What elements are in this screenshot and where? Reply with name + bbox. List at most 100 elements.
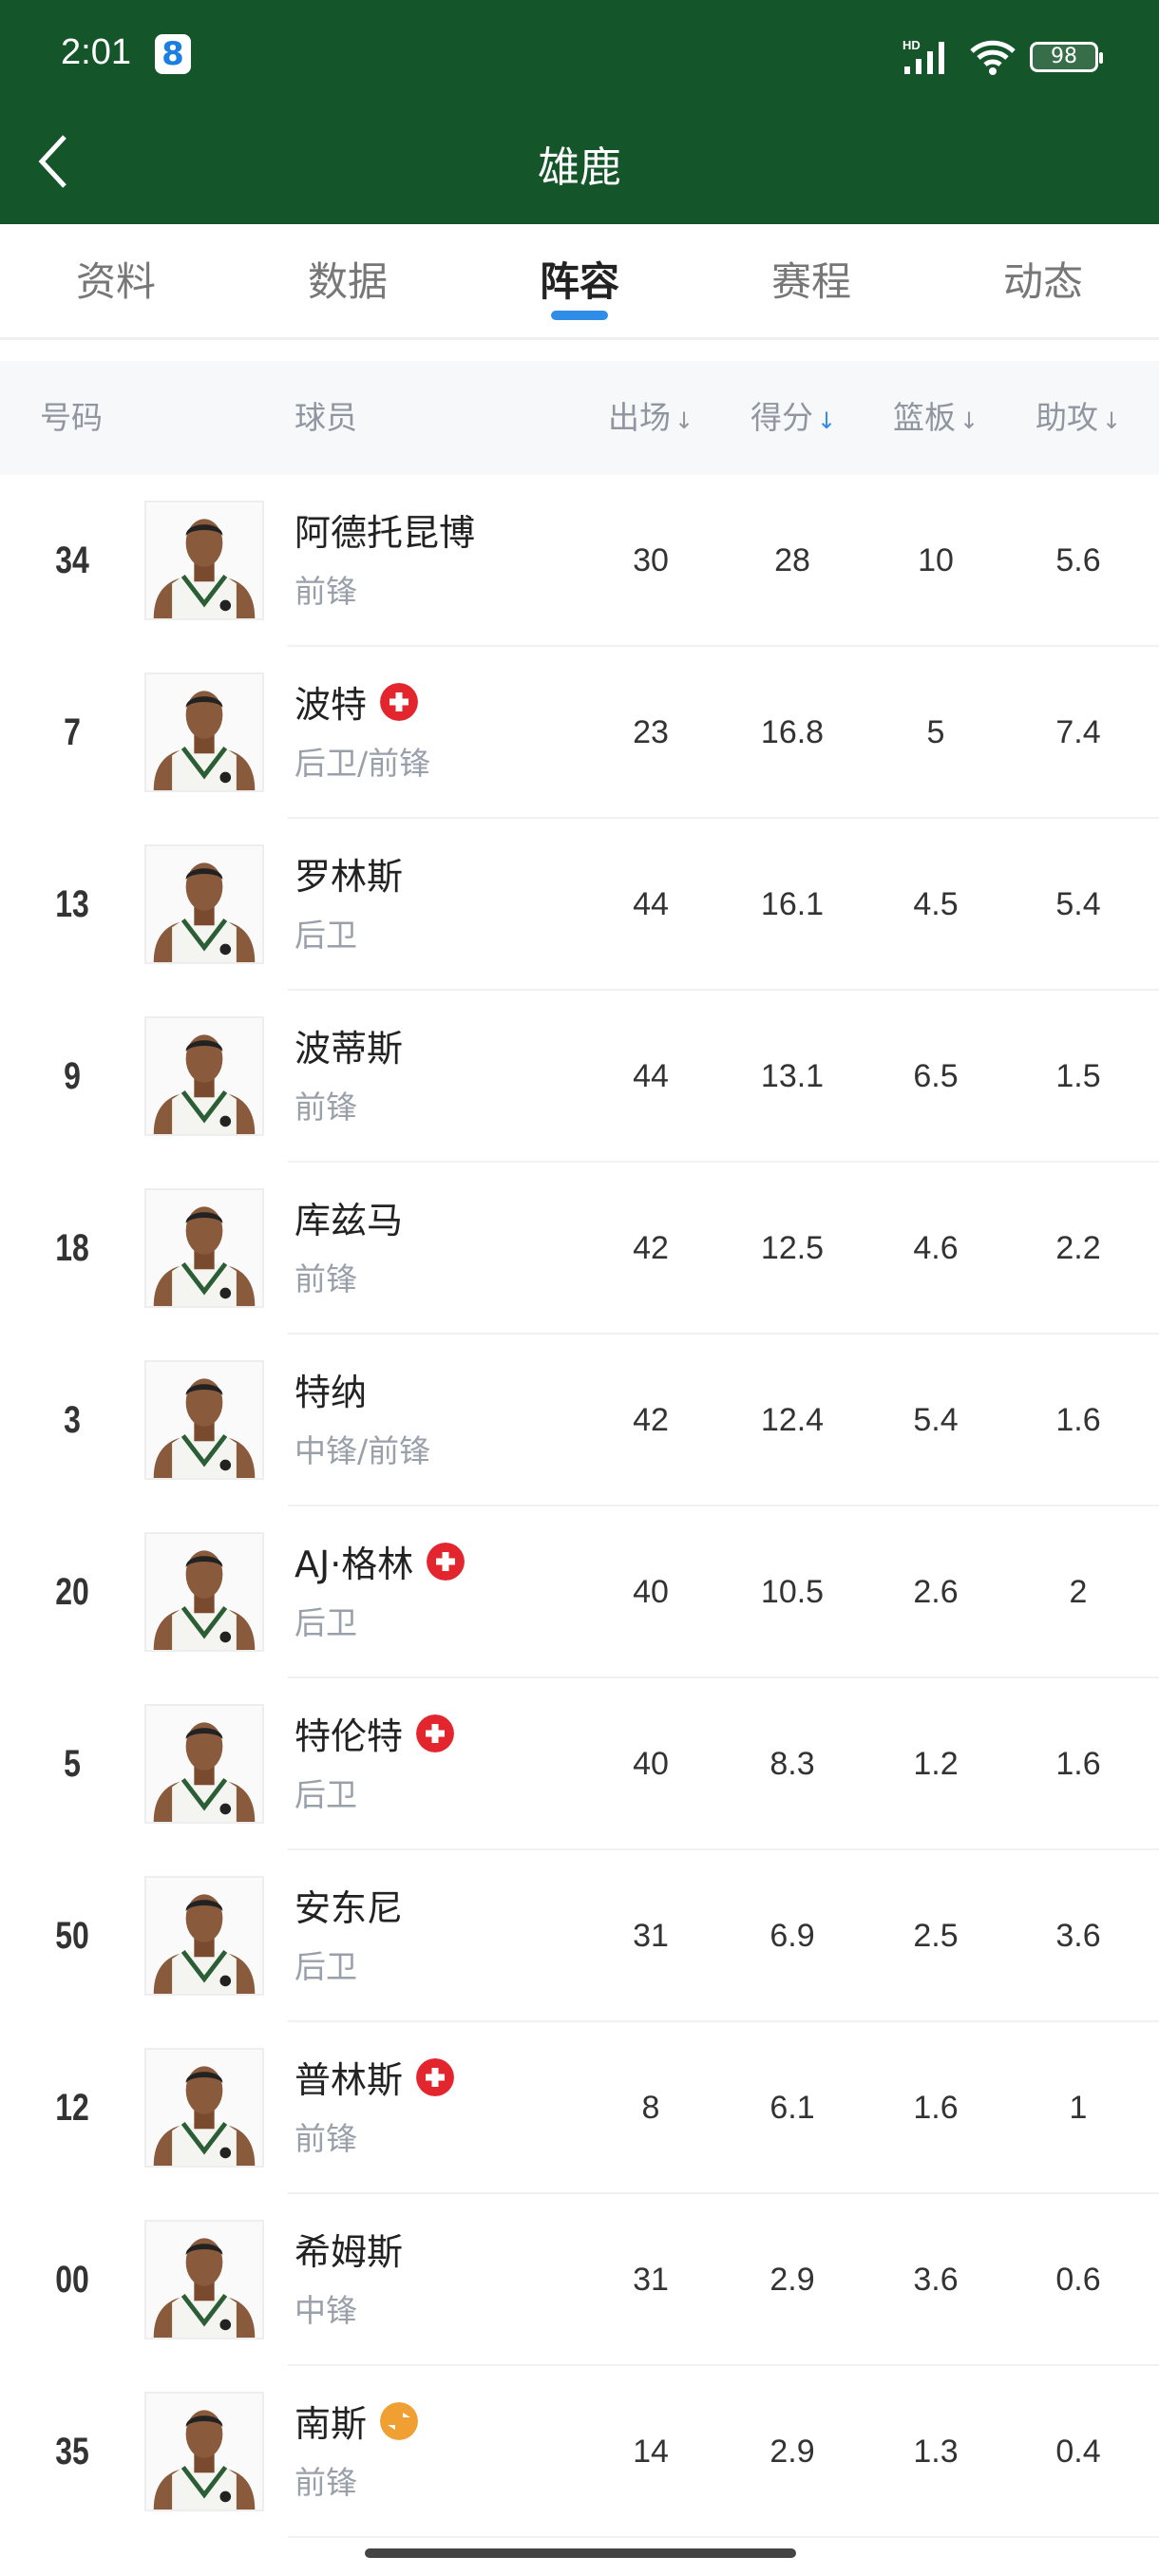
col-assists[interactable]: 助攻 ↓ [1036,361,1121,478]
player-avatar[interactable] [144,1016,264,1136]
stat-assists: 7.4 [1055,714,1101,750]
player-row[interactable]: 34 阿德托昆博 前锋 30 28 10 5.6 [0,475,1159,647]
home-indicator[interactable] [365,2548,796,2558]
jersey-number: 00 [55,2259,89,2301]
player-row[interactable]: 12 普林斯 前锋 8 6.1 1.6 1 [0,2022,1159,2194]
col-points-label: 得分 [750,399,813,436]
sort-icon: ↓ [674,407,694,434]
col-points[interactable]: 得分 ↓ [750,361,836,478]
stat-rebounds: 2.5 [913,1918,959,1954]
app-header: 2:01 8 HD 98 雄鹿 [0,0,1159,224]
player-avatar[interactable] [144,1532,264,1652]
player-avatar[interactable] [144,1360,264,1480]
stat-assists: 2.2 [1055,1230,1101,1266]
battery-icon: 98 [1030,42,1103,72]
stat-assists: 5.6 [1055,542,1101,578]
stat-rebounds: 2.6 [913,1574,959,1610]
player-avatar[interactable] [144,2392,264,2511]
player-name[interactable]: 波蒂斯 [294,1028,404,1070]
roster-list: 34 阿德托昆博 前锋 30 28 10 5.6 7 波特 后卫/前锋 23 16.8 5 7.4… [0,475,1159,2538]
player-avatar[interactable] [144,1188,264,1308]
jersey-number: 5 [64,1743,81,1785]
stat-rebounds: 1.6 [913,2090,959,2126]
injury-icon [416,1714,455,1752]
player-row[interactable]: 00 希姆斯 中锋 31 2.9 3.6 0.6 [0,2194,1159,2366]
page-title: 雄鹿 [538,143,621,192]
player-avatar[interactable] [144,501,264,620]
player-name[interactable]: AJ·格林 [294,1544,414,1585]
tab-roster[interactable]: 阵容 [464,224,695,337]
stat-rebounds: 1.3 [913,2434,959,2470]
stat-points: 6.9 [770,1918,815,1954]
stat-games: 23 [633,714,669,750]
player-position: 前锋 [294,1260,357,1297]
player-avatar[interactable] [144,1876,264,1996]
jersey-number: 20 [55,1571,89,1613]
player-avatar[interactable] [144,2220,264,2339]
stat-points: 2.9 [770,2262,815,2298]
player-position: 后卫 [294,1948,357,1985]
player-avatar[interactable] [144,844,264,964]
stat-assists: 5.4 [1055,886,1101,922]
stat-assists: 1 [1069,2090,1088,2126]
stat-rebounds: 3.6 [913,2262,959,2298]
player-row[interactable]: 9 波蒂斯 前锋 44 13.1 6.5 1.5 [0,991,1159,1163]
tab-profile[interactable]: 资料 [75,258,156,305]
stat-points: 6.1 [770,2090,815,2126]
col-number: 号码 [40,399,103,436]
tab-stats[interactable]: 数据 [307,258,388,305]
player-name[interactable]: 波特 [294,684,368,726]
stat-games: 8 [641,2090,660,2126]
stat-games: 14 [633,2434,669,2470]
player-row[interactable]: 13 罗林斯 后卫 44 16.1 4.5 5.4 [0,819,1159,991]
player-avatar[interactable] [144,1704,264,1824]
stat-rebounds: 5 [926,714,945,750]
player-row[interactable]: 50 安东尼 后卫 31 6.9 2.5 3.6 [0,1850,1159,2022]
jersey-number: 12 [55,2087,89,2129]
jersey-number: 7 [64,711,81,753]
jersey-number: 13 [55,883,89,925]
player-name[interactable]: 安东尼 [294,1887,404,1929]
player-row[interactable]: 5 特伦特 后卫 40 8.3 1.2 1.6 [0,1678,1159,1850]
player-name[interactable]: 特纳 [294,1372,368,1413]
stat-points: 16.1 [760,886,825,922]
player-name[interactable]: 库兹马 [294,1200,404,1241]
stat-points: 12.5 [760,1230,825,1266]
player-row[interactable]: 35 南斯 前锋 14 2.9 1.3 0.4 [0,2366,1159,2538]
player-row[interactable]: 20 AJ·格林 后卫 40 10.5 2.6 2 [0,1506,1159,1678]
player-name[interactable]: 希姆斯 [294,2231,404,2273]
player-position: 后卫/前锋 [294,745,431,782]
stat-rebounds: 4.6 [913,1230,959,1266]
wifi-icon [970,40,1016,75]
col-games[interactable]: 出场 ↓ [608,361,694,478]
player-name[interactable]: 罗林斯 [294,856,404,898]
player-avatar[interactable] [144,2048,264,2168]
jersey-number: 9 [64,1055,81,1097]
stat-points: 12.4 [760,1402,825,1438]
col-rebounds[interactable]: 篮板 ↓ [893,361,978,478]
player-name[interactable]: 特伦特 [294,1715,404,1757]
tab-schedule[interactable]: 赛程 [770,258,851,305]
stat-games: 40 [633,1574,669,1610]
player-avatar[interactable] [144,672,264,792]
player-row[interactable]: 3 特纳 中锋/前锋 42 12.4 5.4 1.6 [0,1335,1159,1506]
player-row[interactable]: 7 波特 后卫/前锋 23 16.8 5 7.4 [0,647,1159,819]
back-button[interactable] [34,133,72,190]
stat-rebounds: 6.5 [913,1058,959,1094]
status-time: 2:01 [61,32,131,72]
notification-icon: 8 [155,34,191,74]
stat-rebounds: 1.2 [913,1746,959,1782]
jersey-number: 50 [55,1915,89,1957]
transfer-icon [380,2401,419,2440]
player-name[interactable]: 南斯 [294,2403,368,2445]
player-position: 后卫 [294,1776,357,1813]
jersey-number: 35 [55,2431,89,2472]
stat-assists: 2 [1069,1574,1088,1610]
stat-assists: 3.6 [1055,1918,1101,1954]
player-name[interactable]: 阿德托昆博 [294,512,476,554]
player-row[interactable]: 18 库兹马 前锋 42 12.5 4.6 2.2 [0,1163,1159,1335]
player-position: 前锋 [294,2120,357,2157]
player-name[interactable]: 普林斯 [294,2059,404,2101]
injury-icon [416,2057,455,2096]
tab-news[interactable]: 动态 [1002,258,1083,305]
